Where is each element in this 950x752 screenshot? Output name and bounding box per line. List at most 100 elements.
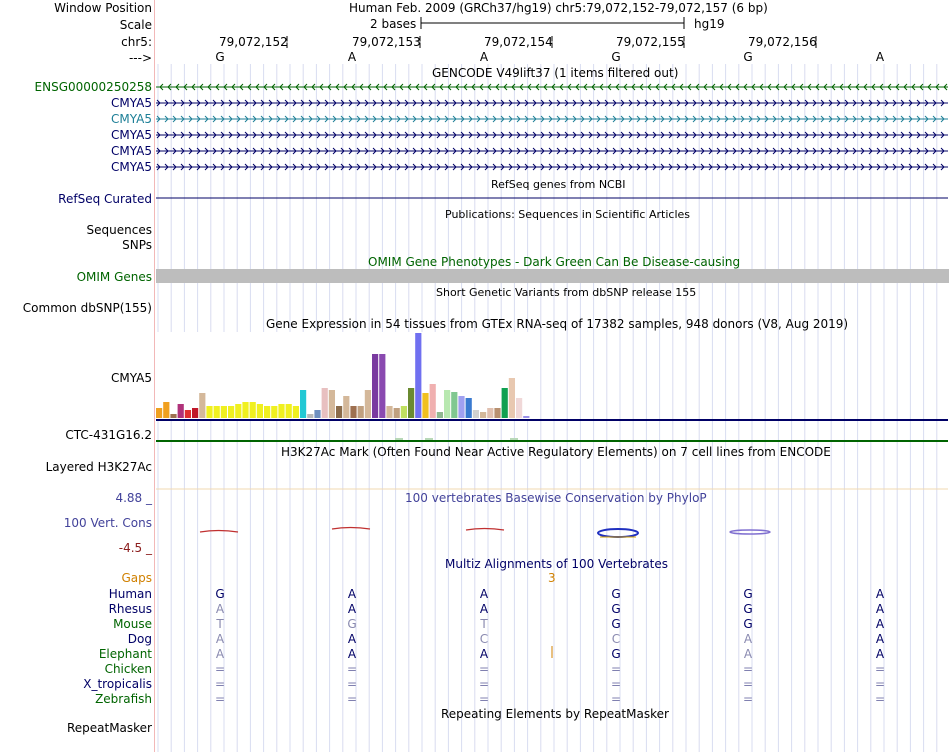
refseq-title[interactable]: RefSeq genes from NCBI [491,178,626,191]
aligned-base: = [346,662,358,676]
aligned-base: A [743,632,753,646]
reference-base: G [743,50,753,64]
gencode-transcript-label[interactable]: CMYA5 [111,112,152,126]
aligned-base: = [346,692,358,706]
gtex-tissue-bar [516,398,523,418]
aligned-base: = [346,677,358,691]
gtex-tissue-bar [343,396,350,418]
aligned-base: G [611,617,621,631]
multiz-species-label[interactable]: X_tropicalis [83,677,152,691]
gtex-tissue-bar [465,398,472,418]
reference-base: G [215,50,225,64]
gtex-tissue-bar [508,378,515,418]
gencode-transcript-label[interactable]: ENSG00000250258 [34,80,152,94]
coordinate-label: 79,072,153 [352,35,421,49]
gtex-tissue-bar [213,406,220,418]
gtex-tissue-bar [242,402,249,418]
aligned-base: = [874,662,886,676]
publications-title[interactable]: Publications: Sequences in Scientific Ar… [445,208,690,221]
gtex-tissue-bar [400,406,407,418]
repeatmasker-title[interactable]: Repeating Elements by RepeatMasker [441,707,669,721]
gtex-tissue-bar [458,396,465,418]
gencode-transcript-label[interactable]: CMYA5 [111,160,152,174]
multiz-species-label[interactable]: Mouse [113,617,152,631]
gtex-tissue-bar [328,390,335,418]
aligned-base: A [347,647,357,661]
reference-base: A [347,50,357,64]
phylop-title[interactable]: 100 vertebrates Basewise Conservation by… [405,491,707,505]
multiz-species-label[interactable]: Elephant [98,647,152,661]
gtex-tissue-bar [235,404,242,418]
window-position-value: Human Feb. 2009 (GRCh37/hg19) chr5:79,07… [349,1,768,15]
gtex-label[interactable]: CMYA5 [111,371,152,385]
reference-base: A [479,50,489,64]
gtex-tissue-bar [501,388,508,418]
gtex-tissue-bar [192,408,199,418]
phylop-score [199,529,239,533]
strand-chevrons [156,131,945,139]
refseq-label[interactable]: RefSeq Curated [58,192,152,206]
omim-bar [156,269,949,283]
gtex-mini-bar [510,438,518,440]
aligned-base: = [214,662,226,676]
aligned-base: = [214,692,226,706]
aligned-base: A [347,602,357,616]
h3k27ac-title[interactable]: H3K27Ac Mark (Often Found Near Active Re… [281,445,831,459]
gencode-transcript-label[interactable]: CMYA5 [111,128,152,142]
scale-label: Scale [119,18,152,32]
multiz-species-label[interactable]: Zebrafish [95,692,152,706]
scale-value: 2 bases [370,17,417,31]
gtex-tissue-bar [271,406,278,418]
aligned-base: G [611,587,621,601]
aligned-base: A [215,602,225,616]
gencode-transcript-label[interactable]: CMYA5 [111,96,152,110]
aligned-base: C [479,632,489,646]
gtex-tissue-bar [350,406,357,418]
gtex-tissue-bar [264,406,271,418]
gtex-tissue-bar [177,404,184,418]
multiz-species-label[interactable]: Dog [127,632,152,646]
multiz-species-label[interactable]: Human [108,587,152,601]
multiz-species-label[interactable]: Rhesus [108,602,152,616]
phylop-label[interactable]: 100 Vert. Cons [63,516,152,530]
gtex-mini-bar [395,438,403,440]
aligned-base: = [874,692,886,706]
gtex-tissue-bar [379,354,386,418]
dbsnp-title[interactable]: Short Genetic Variants from dbSNP releas… [436,286,697,299]
publications-snps-label[interactable]: SNPs [122,238,152,252]
aligned-base: G [611,647,621,661]
phylop-score [465,527,505,531]
strand-chevrons [159,83,948,91]
aligned-base: G [743,587,753,601]
aligned-base: A [479,587,489,601]
reference-base: G [611,50,621,64]
multiz-gaps-label[interactable]: Gaps [121,571,152,585]
gtex-tissue-bar [285,404,292,418]
aligned-base: = [742,677,754,691]
repeatmasker-label[interactable]: RepeatMasker [66,721,152,735]
aligned-base: = [478,677,490,691]
coordinate-label: 79,072,154 [484,35,553,49]
phylop-score [331,526,371,530]
multiz-title[interactable]: Multiz Alignments of 100 Vertebrates [445,557,669,571]
gtex-tissue-bar [386,406,393,418]
multiz-species-label[interactable]: Chicken [104,662,152,676]
strand-arrow-label: ---> [128,51,152,65]
strand-chevrons [156,99,945,107]
publications-sequences-label[interactable]: Sequences [86,223,152,237]
gtex-tissue-bar [494,408,501,418]
omim-title[interactable]: OMIM Gene Phenotypes - Dark Green Can Be… [368,255,741,269]
multiz-gap-count: 3 [548,571,556,585]
gtex-tissue-bar [292,406,299,418]
gtex-label-2[interactable]: CTC-431G16.2 [65,428,152,442]
h3k27ac-label[interactable]: Layered H3K27Ac [45,460,152,474]
aligned-base: A [479,602,489,616]
gencode-title[interactable]: GENCODE V49lift37 (1 items filtered out) [432,66,679,80]
aligned-base: T [216,617,224,631]
omim-label[interactable]: OMIM Genes [76,270,152,284]
gtex-title[interactable]: Gene Expression in 54 tissues from GTEx … [266,317,849,331]
dbsnp-label[interactable]: Common dbSNP(155) [22,301,152,315]
gencode-transcript-label[interactable]: CMYA5 [111,144,152,158]
gtex-tissue-bar [163,402,170,418]
